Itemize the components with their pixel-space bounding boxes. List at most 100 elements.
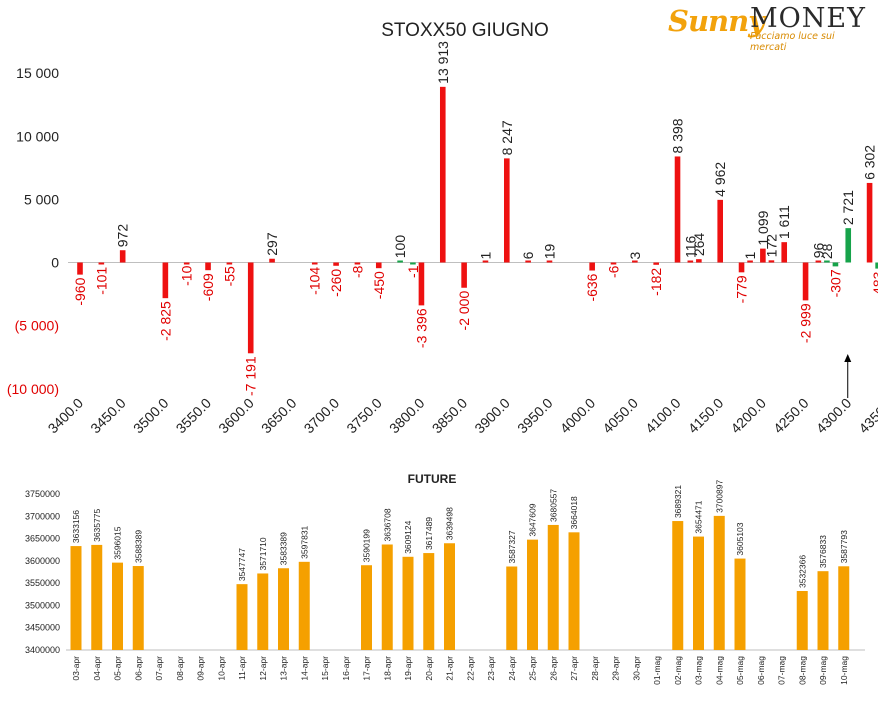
y-tick-label: 3600000 [25, 556, 60, 566]
data-label: 1 611 [776, 205, 792, 239]
x-tick-label: 02-mag [673, 656, 683, 685]
x-tick-label: 28-apr [590, 656, 600, 681]
bar [269, 258, 275, 263]
x-tick-label: 16-apr [341, 656, 351, 681]
data-label: -101 [93, 267, 109, 295]
x-tick-label: 26-apr [548, 656, 558, 681]
data-label: -2 000 [456, 291, 472, 331]
bar [381, 544, 393, 650]
data-label: 6 [520, 251, 536, 259]
x-tick-label: 24-apr [507, 656, 517, 681]
x-tick-label: 18-apr [382, 656, 392, 681]
x-tick-label: 21-apr [445, 656, 455, 681]
data-label: -260 [328, 269, 344, 297]
data-label: 172 [763, 234, 779, 258]
x-tick-label: 4150.0 [685, 395, 727, 437]
x-tick-label: 27-apr [569, 656, 579, 681]
data-label: 2 721 [840, 190, 856, 225]
y-tick-label: 3450000 [25, 623, 60, 633]
bar [547, 524, 559, 650]
bar [506, 566, 518, 650]
x-tick-label: 3450.0 [87, 395, 129, 437]
data-label: -3 396 [413, 308, 429, 348]
bar [875, 262, 878, 269]
y-tick-label: 3400000 [25, 645, 60, 655]
data-label: 116 [682, 236, 698, 259]
bar [444, 543, 455, 650]
data-label: 3680557 [548, 489, 558, 522]
data-label: 3639498 [445, 507, 455, 540]
y-tick-label: 3750000 [25, 489, 60, 499]
bar [354, 262, 361, 265]
y-tick-label: 0 [51, 255, 59, 271]
data-label: 8 247 [499, 120, 515, 155]
x-tick-label: 4050.0 [599, 395, 641, 437]
data-label: 3654471 [694, 500, 704, 533]
x-tick-label: 10-apr [216, 656, 226, 681]
data-label: 96 [810, 243, 826, 259]
x-tick-label: 3650.0 [258, 395, 300, 437]
bar [738, 262, 745, 273]
x-tick-label: 07-mag [777, 656, 787, 685]
x-tick-label: 15-apr [320, 656, 330, 681]
x-tick-label: 3800.0 [386, 395, 428, 437]
bar [802, 262, 809, 301]
x-tick-label: 4100.0 [642, 395, 684, 437]
data-label: 3583389 [279, 532, 289, 565]
bar [687, 260, 694, 263]
x-tick-label: 4200.0 [727, 395, 769, 437]
bar [781, 242, 788, 263]
data-label: 3647609 [528, 503, 538, 536]
x-tick-label: 09-apr [196, 656, 206, 681]
bar [824, 260, 830, 263]
bar [832, 262, 839, 267]
data-label: -2 825 [157, 301, 173, 341]
data-label: -960 [72, 277, 88, 305]
bar [589, 262, 595, 271]
data-label: 3664018 [569, 496, 579, 529]
x-tick-label: 30-apr [631, 656, 641, 681]
x-tick-label: 07-apr [154, 656, 164, 681]
bar [402, 556, 414, 650]
data-label: 1 [477, 251, 493, 259]
x-tick-label: 05-apr [113, 656, 123, 681]
y-tick-label: 10 000 [16, 128, 59, 144]
data-label: -483 [870, 271, 878, 299]
x-tick-label: 23-apr [486, 656, 496, 681]
x-tick-label: 22-apr [465, 656, 475, 681]
bar [482, 260, 489, 263]
data-label: 3597831 [299, 525, 309, 558]
bar [713, 515, 725, 650]
bar [98, 262, 105, 265]
bar [610, 262, 617, 265]
bar [298, 561, 310, 650]
x-tick-label: 29-apr [611, 656, 621, 681]
data-label: 3636708 [382, 508, 392, 541]
bar [112, 562, 123, 650]
y-tick-label: 15 000 [16, 65, 59, 81]
x-tick-label: 4300.0 [813, 395, 855, 437]
bar [568, 532, 580, 650]
sunny-money-logo: Sunny MONEY Facciamo luce sui mercati [664, 2, 870, 53]
bar [674, 156, 681, 263]
bar [546, 260, 553, 263]
bar [734, 558, 746, 650]
bar [410, 262, 416, 265]
bar [70, 546, 82, 650]
y-tick-label: 5 000 [24, 191, 59, 207]
x-tick-label: 19-apr [403, 656, 413, 681]
x-tick-label: 3400.0 [45, 395, 87, 437]
x-tick-label: 04-apr [92, 656, 102, 681]
data-label: 19 [541, 243, 557, 259]
data-label: -182 [648, 268, 664, 296]
x-tick-label: 11-apr [237, 656, 247, 680]
x-tick-label: 3600.0 [215, 395, 257, 437]
bar [361, 565, 372, 650]
x-tick-label: 12-apr [258, 656, 268, 681]
x-tick-label: 01-mag [652, 656, 662, 685]
bar [815, 260, 822, 263]
bar [397, 260, 403, 263]
bar [375, 262, 382, 269]
x-tick-label: 03-apr [71, 656, 81, 681]
